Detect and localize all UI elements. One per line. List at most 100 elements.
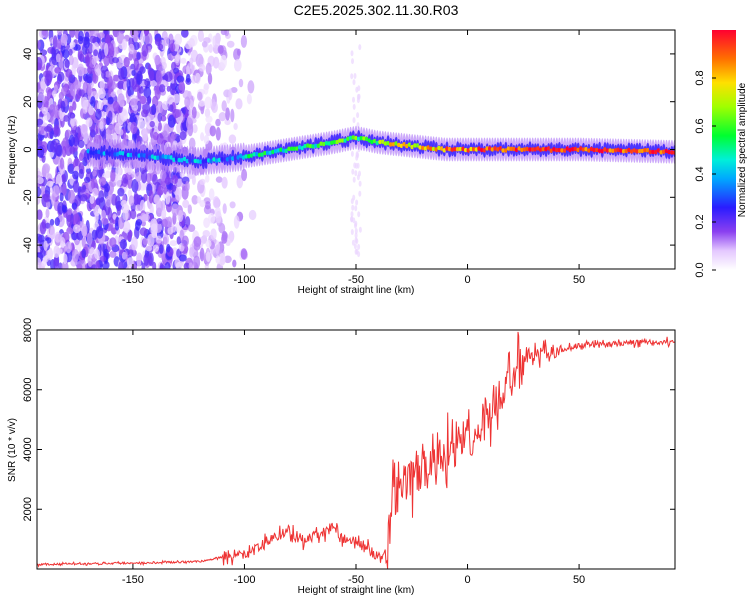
heatmap-cell (37, 209, 43, 221)
heatmap-cell (197, 91, 203, 101)
heatmap-cell (357, 243, 361, 250)
heatmap-cell (94, 149, 99, 155)
heatmap-cell (112, 213, 117, 220)
heatmap-cell (178, 254, 187, 262)
heatmap-cell (132, 131, 137, 142)
heatmap-cell (199, 247, 205, 262)
heatmap-cell (353, 73, 357, 79)
colorbar-tick-label: 0.6 (694, 118, 706, 133)
heatmap-cell (185, 216, 191, 228)
heatmap-cell (97, 32, 106, 39)
heatmap-cell (93, 49, 99, 57)
heatmap-cell (271, 149, 275, 155)
heatmap-cell (233, 122, 238, 131)
heatmap-cell (126, 234, 131, 241)
heatmap-cell (248, 209, 257, 221)
heatmap-cell (351, 204, 355, 211)
heatmap-cell (605, 148, 610, 153)
heatmap-cell (63, 114, 70, 122)
heatmap-cell (46, 247, 54, 261)
heatmap-cell (490, 147, 495, 152)
heatmap-cell (509, 146, 514, 151)
heatmap-cell (104, 42, 109, 57)
heatmap-cell (306, 143, 310, 148)
heatmap-cell (72, 213, 81, 228)
heatmap-cell (73, 224, 81, 234)
heatmap-cell (63, 253, 68, 265)
heatmap-cell (129, 152, 133, 158)
heatmap-cell (169, 104, 174, 112)
heatmap-cell (53, 84, 58, 94)
heatmap-cell (191, 106, 197, 119)
heatmap-cell (64, 59, 70, 69)
heatmap-cell (110, 169, 116, 182)
heatmap-cell (322, 141, 326, 147)
heatmap-cell (354, 232, 358, 239)
heatmap-cell (135, 172, 142, 182)
snr-xlabel: Height of straight line (km) (298, 585, 415, 596)
heatmap-cell (85, 117, 93, 128)
heatmap-cell (236, 175, 244, 189)
heatmap-cell (595, 147, 599, 153)
heatmap-cell (149, 120, 155, 128)
heatmap-cell (178, 81, 185, 91)
heatmap-cell (143, 30, 149, 37)
heatmap-cell (488, 146, 492, 151)
heatmap-cell (99, 151, 104, 156)
heatmap-cell (217, 45, 224, 54)
spectrogram-xtick-label: 50 (573, 274, 585, 286)
heatmap-cell (220, 256, 226, 265)
heatmap-cell (437, 145, 441, 151)
heatmap-cell (351, 58, 354, 65)
heatmap-cell (161, 218, 168, 228)
heatmap-cell (179, 220, 185, 227)
heatmap-cell (101, 128, 107, 142)
spectrogram-ytick-label: 0 (22, 146, 34, 152)
heatmap-cell (584, 147, 588, 152)
heatmap-cell (192, 124, 198, 134)
heatmap-cell (56, 30, 63, 36)
heatmap-cell (198, 100, 206, 107)
heatmap-cell (92, 187, 99, 197)
heatmap-cell (600, 149, 605, 154)
spectrogram-xtick-label: -50 (348, 274, 364, 286)
heatmap-cell (116, 31, 125, 44)
heatmap-cell (506, 146, 511, 151)
heatmap-cell (104, 195, 112, 208)
heatmap-cell (131, 171, 136, 178)
heatmap-cell (72, 101, 77, 111)
heatmap-cell (166, 243, 171, 253)
heatmap-cell (52, 185, 60, 197)
heatmap-cell (445, 146, 449, 151)
heatmap-cell (118, 261, 125, 269)
heatmap-cell (101, 110, 107, 118)
heatmap-cell (76, 230, 84, 241)
heatmap-cell (107, 124, 116, 135)
heatmap-cell (187, 224, 196, 232)
heatmap-cell (138, 87, 144, 94)
heatmap-cell (105, 150, 109, 155)
heatmap-cell (68, 54, 74, 66)
heatmap-cell (37, 93, 46, 102)
heatmap-cell (73, 135, 79, 147)
heatmap-cell (157, 43, 164, 51)
heatmap-cell (142, 128, 149, 142)
heatmap-cell (217, 157, 222, 163)
heatmap-cell (136, 254, 142, 268)
heatmap-cell (338, 138, 342, 143)
heatmap-cell (147, 95, 152, 104)
heatmap-cell (61, 261, 69, 269)
heatmap-cell (55, 144, 63, 157)
heatmap-cell (287, 146, 291, 151)
heatmap-cell (397, 142, 401, 148)
heatmap-cell (656, 148, 661, 153)
heatmap-cell (350, 216, 354, 223)
heatmap-cell (94, 64, 102, 76)
heatmap-cell (155, 235, 162, 244)
heatmap-cell (193, 243, 201, 251)
heatmap-cell (94, 210, 99, 224)
heatmap-cell (148, 70, 155, 82)
heatmap-cell (71, 202, 78, 210)
heatmap-cell (74, 80, 82, 90)
heatmap-cell (101, 217, 109, 225)
